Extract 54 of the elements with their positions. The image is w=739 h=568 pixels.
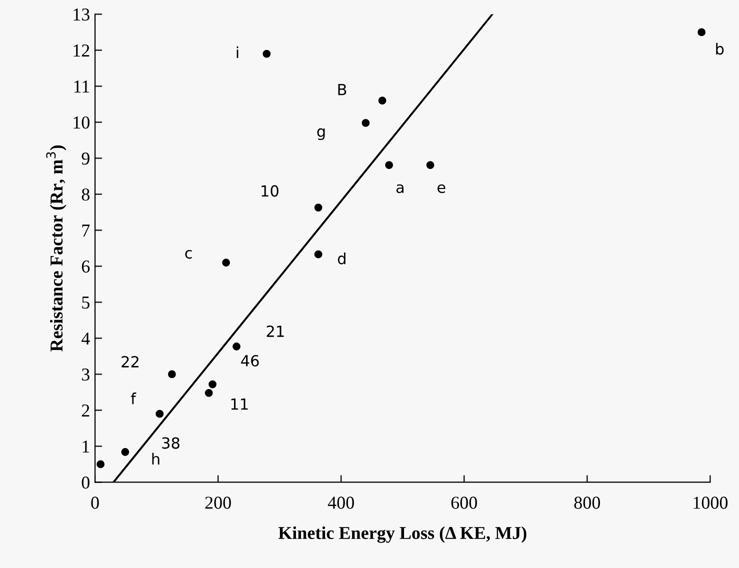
y-tick-label: 5	[82, 296, 90, 309]
point	[698, 28, 706, 36]
point	[222, 258, 230, 267]
annotation: 22	[122, 356, 138, 368]
point	[314, 204, 322, 212]
point	[314, 250, 322, 258]
annotation: g	[317, 128, 325, 140]
point	[156, 410, 164, 418]
annotation: i	[236, 46, 238, 58]
point	[426, 161, 434, 169]
annotation: e	[438, 184, 446, 194]
point	[232, 342, 240, 350]
y-tick-label: 6	[82, 260, 90, 273]
x-tick-label: 600	[451, 496, 477, 509]
point	[204, 388, 213, 397]
annotation: c	[185, 250, 192, 259]
x-tick-label: 400	[328, 496, 354, 509]
annotation: 21	[266, 325, 284, 337]
y-tick-label: 8	[82, 188, 90, 201]
x-tick-label: 200	[205, 496, 231, 509]
y-tick-label: 3	[82, 368, 90, 381]
annotation: h	[152, 452, 160, 465]
point	[362, 118, 370, 127]
point	[96, 460, 105, 468]
annotation: 46	[241, 354, 259, 367]
y-tick-label: 2	[82, 404, 90, 416]
point	[168, 370, 176, 378]
x-tick-label: 0	[91, 496, 99, 509]
y-tick-label: 0	[82, 476, 90, 489]
annotation: 11	[231, 398, 248, 410]
point	[208, 380, 216, 388]
y-tick-label: 4	[82, 332, 90, 344]
annotation: d	[338, 252, 346, 264]
annotation: 10	[262, 185, 278, 197]
annotation: 38	[162, 437, 180, 449]
y-tick-label: 9	[82, 152, 90, 165]
annotation: f	[130, 392, 136, 404]
point	[378, 96, 386, 105]
y-tick-label: 11	[74, 80, 90, 92]
point	[262, 50, 271, 58]
y-tick-label: 10	[74, 116, 90, 129]
annotation: B	[338, 84, 346, 96]
point	[385, 161, 394, 169]
y-tick-label: 13	[74, 8, 90, 21]
y-tick-label: 12	[74, 44, 90, 56]
x-axis-title: Kinetic Energy Loss (Δ KE, MJ)	[278, 526, 526, 543]
y-tick-label: 7	[82, 224, 90, 236]
x-tick-label: 1000	[694, 496, 728, 509]
annotation: a	[396, 184, 404, 194]
annotation: b	[716, 42, 724, 55]
y-tick-label: 1	[82, 440, 90, 452]
y-axis-title: Resistance Factor (Rr, m$^{3}$)	[46, 145, 66, 352]
x-tick-label: 800	[574, 496, 600, 509]
point	[121, 448, 130, 456]
